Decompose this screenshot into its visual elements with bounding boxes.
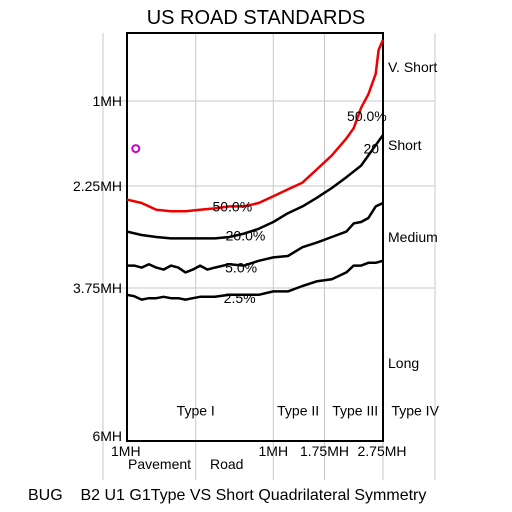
series-label-1: 50.0%: [347, 108, 387, 124]
y-tick-label-3: 6MH: [92, 428, 122, 444]
type-label-1: Type II: [277, 402, 319, 418]
region-label-3: Long: [388, 355, 419, 371]
series-label-3: 20.0%: [226, 228, 266, 244]
x-axis-label-right: Road: [210, 456, 243, 472]
chart-caption: BUG B2 U1 G1Type VS Short Quadrilateral …: [28, 487, 426, 504]
region-label-0: V. Short: [388, 59, 437, 75]
type-label-2: Type III: [332, 402, 378, 418]
chart-title: US ROAD STANDARDS: [147, 7, 366, 29]
y-tick-label-1: 2.25MH: [73, 178, 122, 194]
series-label-0: 50.0%: [212, 198, 252, 214]
region-label-2: Medium: [388, 229, 438, 245]
x-axis-label-left: Pavement: [128, 456, 191, 472]
series-label-5: 2.5%: [224, 290, 256, 306]
y-tick-label-2: 3.75MH: [73, 280, 122, 296]
series-line-3: [127, 201, 384, 274]
x-tick-label-2: 1.75MH: [300, 443, 349, 459]
grid-lines: [102, 33, 436, 480]
x-tick-label-0: 1MH: [111, 443, 141, 459]
plot-frame: [126, 32, 384, 442]
series-layer: [126, 39, 385, 301]
series-line-2: [126, 134, 385, 240]
series-label-4: 5.0%: [225, 260, 257, 276]
y-tick-label-0: 1MH: [92, 93, 122, 109]
series-line-0: [126, 39, 385, 213]
series-line-4: [126, 259, 384, 301]
marker-point: [131, 144, 141, 154]
region-label-1: Short: [388, 137, 422, 153]
series-label-2: 20: [364, 141, 380, 157]
x-tick-label-3: 2.75MH: [357, 443, 406, 459]
x-tick-label-1: 1MH: [259, 443, 289, 459]
type-label-3: Type IV: [391, 402, 439, 418]
type-label-0: Type I: [177, 402, 215, 418]
